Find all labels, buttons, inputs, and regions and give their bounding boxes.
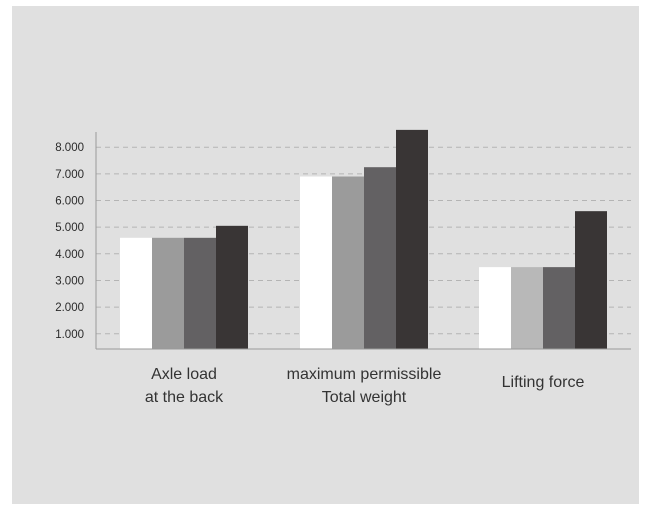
bar	[575, 211, 607, 349]
bar	[479, 267, 511, 349]
category-label: Axle load	[151, 366, 217, 383]
bar-chart: 1.000 2.000 3.000 4.000 5.000 6.000 7.000 8.000…	[55, 129, 631, 406]
y-tick-label: 3.000	[55, 275, 84, 287]
y-tick-label: 5.000	[55, 222, 84, 234]
category-label: Lifting force	[502, 374, 585, 391]
bar	[396, 129, 428, 349]
category-label: maximum permissible	[287, 366, 442, 383]
y-tick-label: 2.000	[55, 302, 84, 314]
bar	[543, 267, 575, 349]
y-tick-label: 6.000	[55, 196, 84, 208]
bar	[364, 167, 396, 349]
bar	[332, 176, 364, 349]
category-label: at the back	[145, 389, 224, 406]
category-labels: Axle load at the back maximum permissible T…	[145, 366, 585, 406]
bar	[152, 237, 184, 349]
y-tick-label: 7.000	[55, 169, 84, 181]
bar	[120, 237, 152, 349]
bar	[511, 267, 543, 349]
y-tick-label: 4.000	[55, 249, 84, 261]
chart-panel: 1.000 2.000 3.000 4.000 5.000 6.000 7.000 8.000…	[12, 6, 639, 504]
y-tick-labels: 1.000 2.000 3.000 4.000 5.000 6.000 7.000 8.000	[55, 142, 84, 341]
bar	[184, 237, 216, 349]
y-tick-label: 8.000	[55, 142, 84, 154]
bar	[300, 176, 332, 349]
bar	[216, 225, 248, 349]
y-tick-label: 1.000	[55, 329, 84, 341]
bars	[120, 129, 607, 349]
category-label: Total weight	[322, 389, 407, 406]
